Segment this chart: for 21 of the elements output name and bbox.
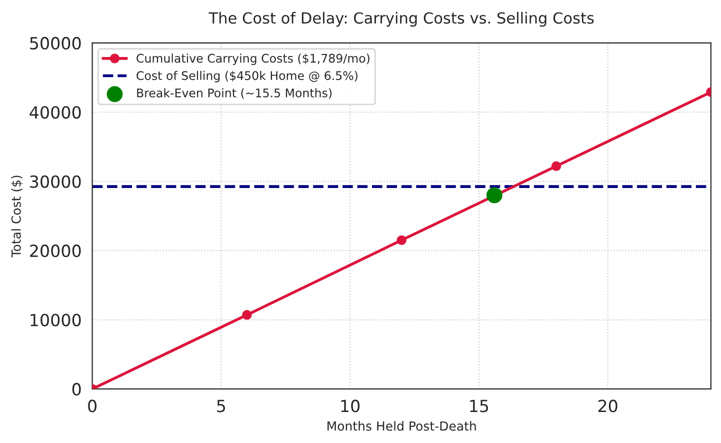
chart-title: The Cost of Delay: Carrying Costs vs. Selling Costs: [208, 12, 594, 27]
point: [396, 235, 406, 246]
y-tick-label: 30000: [30, 175, 81, 188]
x-tick-label: 5: [217, 400, 226, 412]
x-tick-label: 20: [598, 400, 618, 412]
legend-label: Cost of Selling ($450k Home @ 6.5%): [136, 70, 358, 82]
point: [551, 161, 562, 171]
x-tick-label: 0: [88, 400, 96, 412]
y-tick-label: 20000: [30, 244, 81, 258]
point: [242, 310, 252, 320]
y-tick-label: 40000: [30, 106, 81, 119]
x-tick-label: 15: [470, 400, 488, 412]
legend-label: Break-Even Point (~15.5 Months): [137, 88, 332, 99]
y-axis-title: Total Cost ($): [11, 176, 23, 258]
y-tick-label: 0: [72, 382, 81, 396]
y-tick-label: 10000: [30, 314, 81, 326]
point: [486, 187, 502, 204]
x-axis-title: Months Held Post-Death: [328, 421, 476, 431]
x-tick-label: 10: [341, 400, 360, 412]
y-tick-label: 50000: [30, 36, 81, 50]
legend-label: Cumulative Carrying Costs ($1,789/mo): [136, 54, 370, 66]
